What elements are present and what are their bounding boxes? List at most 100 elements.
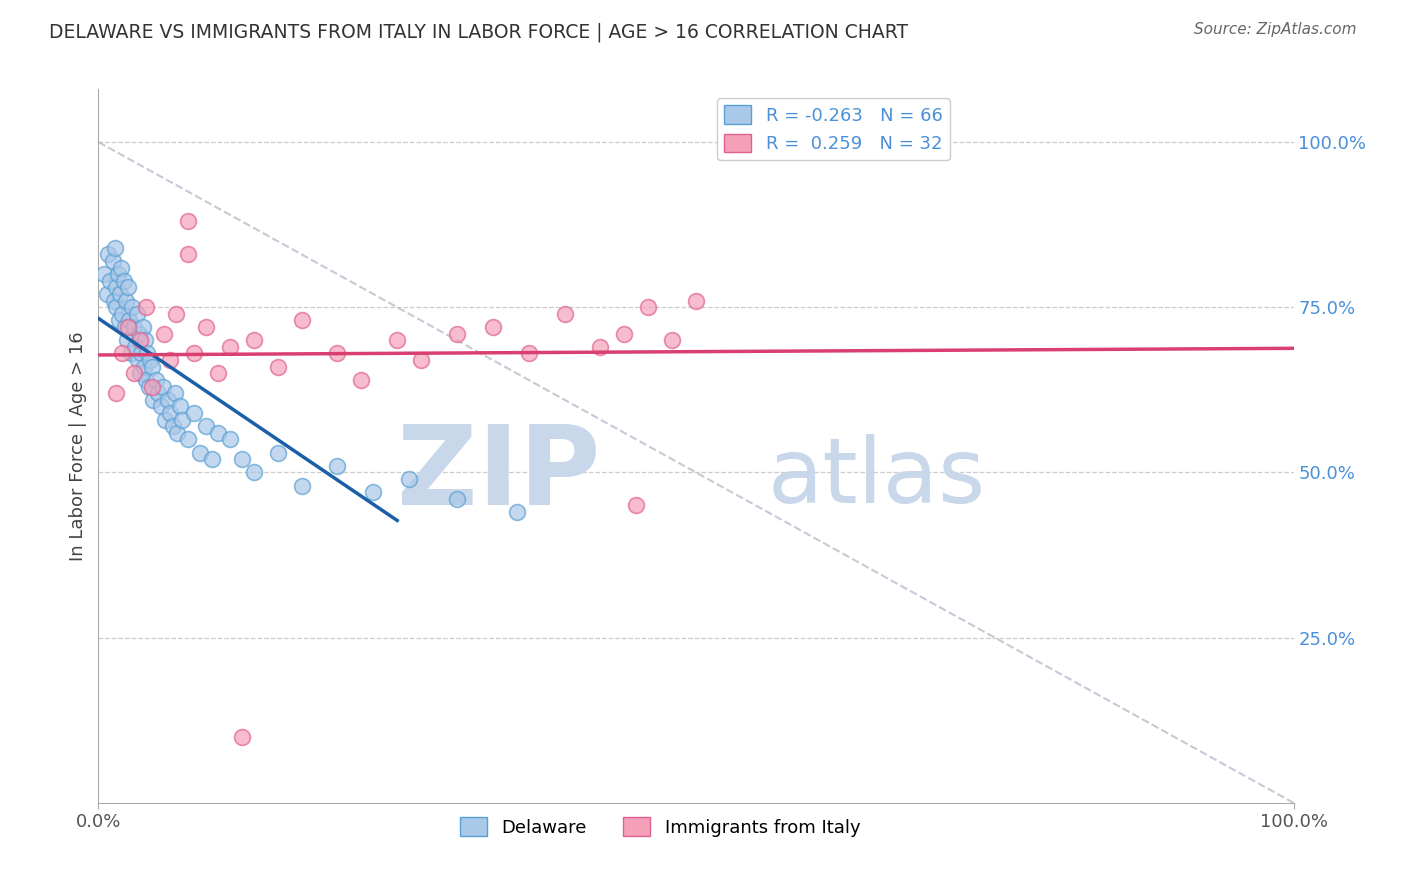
Point [132,359,155,374]
Point [267,445,290,459]
Point [117,320,139,334]
Point [685,293,707,308]
Point [114,320,136,334]
Text: DELAWARE VS IMMIGRANTS FROM ITALY IN LABOR FORCE | AGE > 16 CORRELATION CHART: DELAWARE VS IMMIGRANTS FROM ITALY IN LAB… [49,22,908,42]
Point [131,346,153,360]
Point [104,241,127,255]
Point [326,346,349,360]
Point [141,359,163,374]
Point [506,505,529,519]
Point [120,346,142,360]
Point [111,346,134,360]
Point [124,320,146,334]
Point [135,373,157,387]
Point [103,293,125,308]
Point [110,260,132,275]
Point [411,353,433,368]
Point [101,254,124,268]
Point [446,491,468,506]
Point [291,478,314,492]
Y-axis label: In Labor Force | Age > 16: In Labor Force | Age > 16 [69,331,87,561]
Point [107,313,129,327]
Point [142,392,165,407]
Point [96,287,118,301]
Point [637,300,659,314]
Point [129,333,152,347]
Point [138,379,160,393]
Point [145,373,167,387]
Point [201,452,224,467]
Point [136,346,159,360]
Point [169,400,191,414]
Point [172,412,194,426]
Point [177,433,200,447]
Point [613,326,636,341]
Point [128,326,150,341]
Point [219,433,242,447]
Point [267,359,290,374]
Point [385,333,409,347]
Point [243,333,266,347]
Point [446,326,468,341]
Legend: Delaware, Immigrants from Italy: Delaware, Immigrants from Italy [453,810,868,844]
Point [127,353,149,368]
Point [159,353,181,368]
Point [98,274,122,288]
Point [134,333,156,347]
Point [149,400,172,414]
Point [661,333,683,347]
Point [231,452,253,467]
Point [162,419,184,434]
Point [124,367,146,381]
Point [93,267,115,281]
Point [207,367,229,381]
Point [111,307,134,321]
Text: Source: ZipAtlas.com: Source: ZipAtlas.com [1194,22,1357,37]
Point [105,280,128,294]
Point [131,320,153,334]
Point [326,458,349,473]
Point [115,333,138,347]
Point [156,392,179,407]
Point [243,466,266,480]
Point [125,307,148,321]
Point [231,730,253,744]
Point [188,445,211,459]
Point [165,307,187,321]
Text: atlas: atlas [768,434,986,522]
Point [195,320,218,334]
Point [207,425,229,440]
Point [97,247,120,261]
Point [291,313,314,327]
Point [108,287,131,301]
Point [350,373,373,387]
Point [105,386,128,401]
Point [112,274,135,288]
Point [124,340,146,354]
Point [183,346,205,360]
Point [152,379,174,393]
Point [141,379,163,393]
Point [363,485,385,500]
Point [153,326,176,341]
Point [219,340,242,354]
Text: ZIP: ZIP [396,421,600,528]
Point [177,247,200,261]
Point [159,406,181,420]
Point [398,472,420,486]
Point [107,267,129,281]
Point [166,425,188,440]
Point [626,499,648,513]
Point [183,406,205,420]
Point [589,340,612,354]
Point [105,300,128,314]
Point [117,280,139,294]
Point [148,386,170,401]
Point [129,367,152,381]
Point [121,300,143,314]
Point [135,300,157,314]
Point [139,353,162,368]
Point [481,320,505,334]
Point [195,419,218,434]
Point [517,346,540,360]
